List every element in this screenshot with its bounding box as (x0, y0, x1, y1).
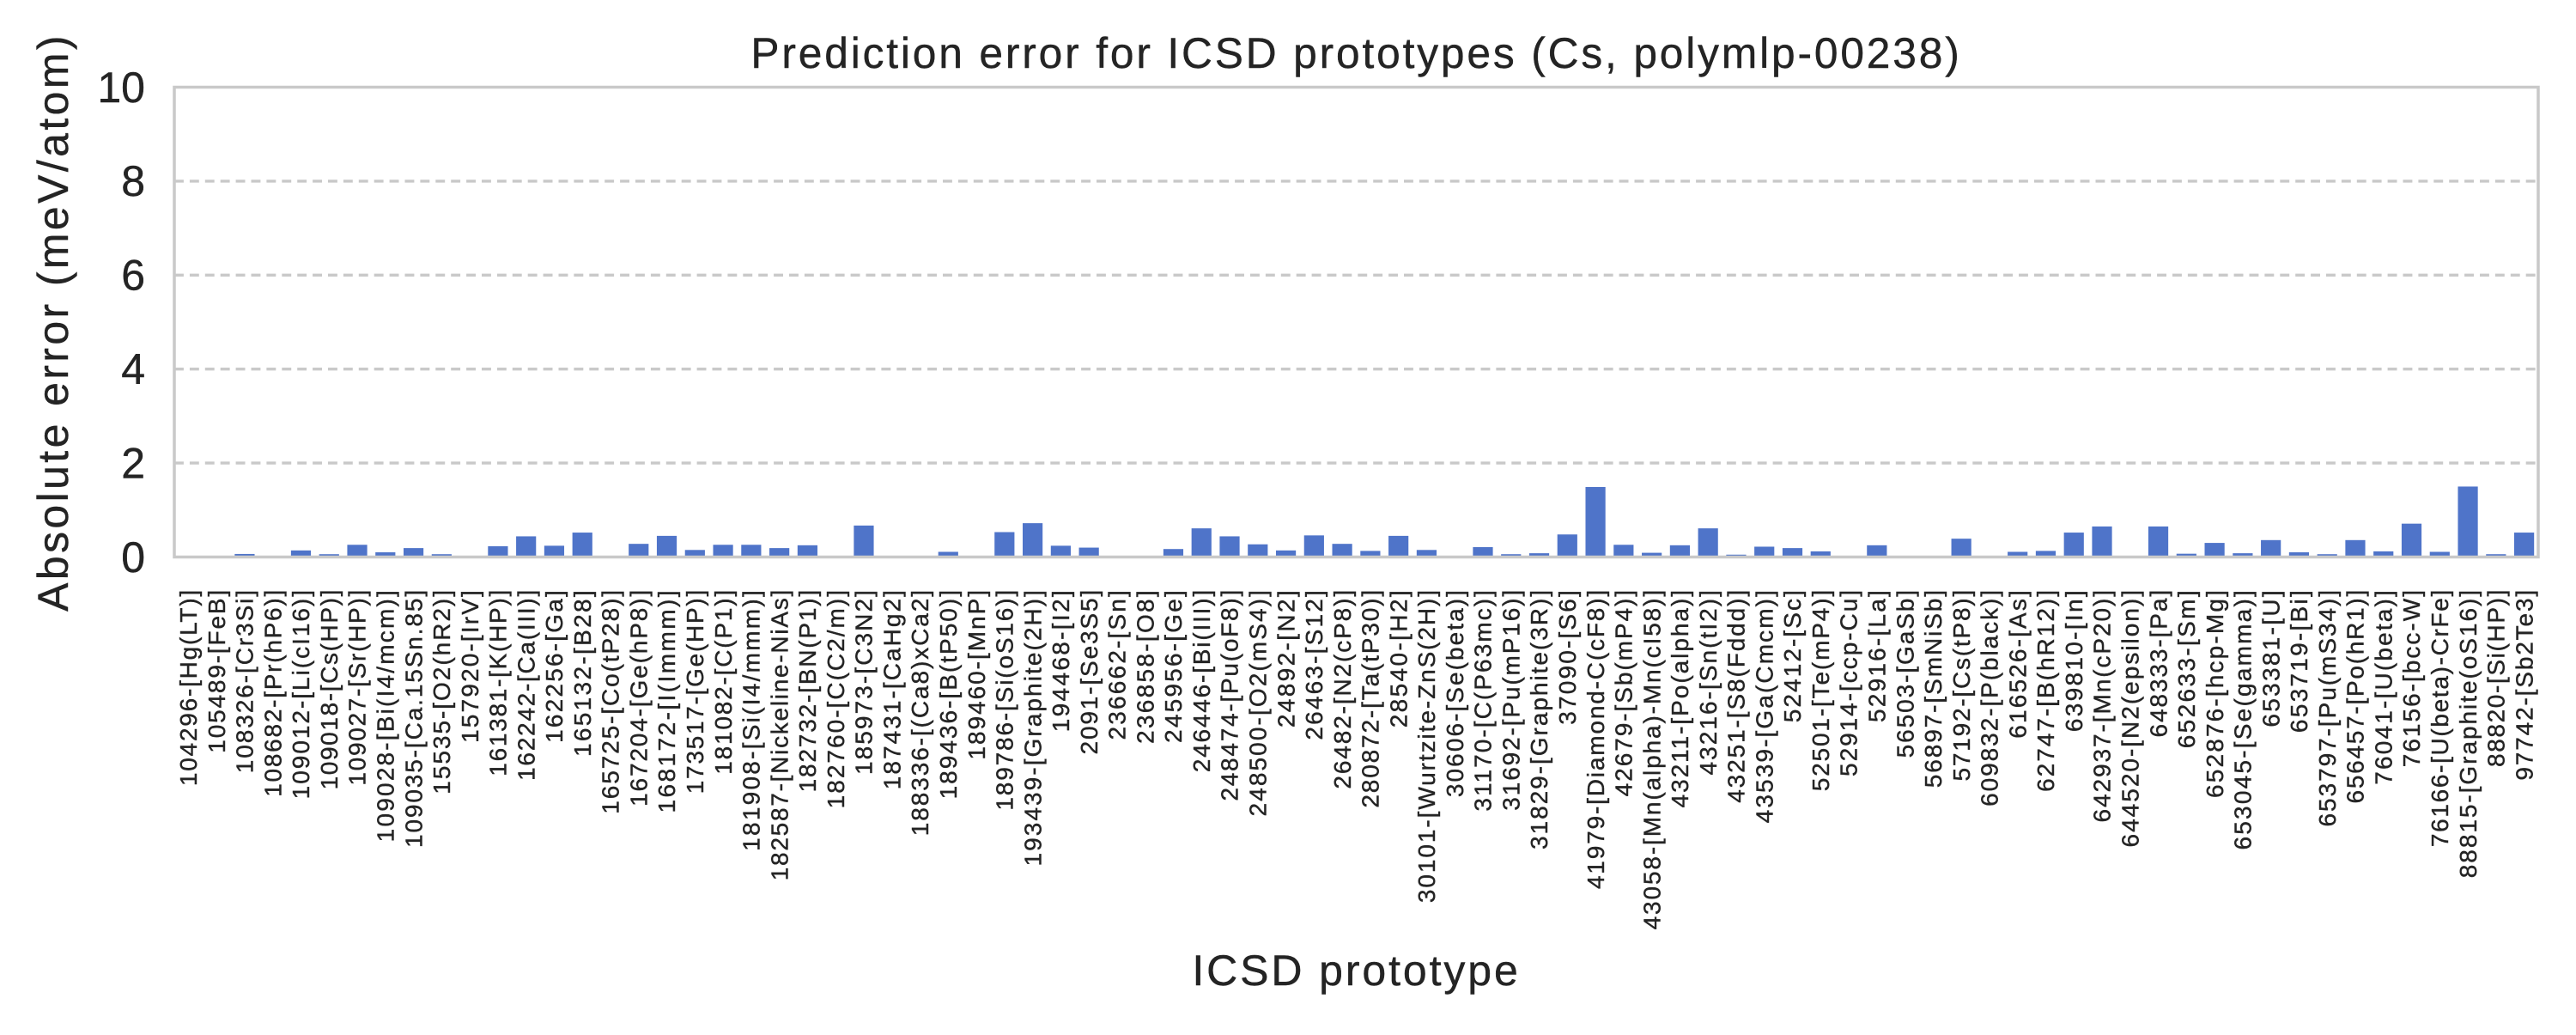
svg-text:43539-[Ga(Cmcm)]: 43539-[Ga(Cmcm)] (1751, 588, 1777, 823)
svg-text:76156-[bcc-W]: 76156-[bcc-W] (2398, 588, 2425, 767)
svg-text:616526-[As]: 616526-[As] (2004, 588, 2031, 739)
svg-text:43251-[S8(Fddd)]: 43251-[S8(Fddd)] (1723, 588, 1750, 803)
svg-text:10: 10 (97, 64, 145, 112)
svg-text:6: 6 (121, 252, 145, 300)
svg-text:52916-[La]: 52916-[La] (1864, 588, 1891, 722)
svg-text:167204-[Ge(hP8)]: 167204-[Ge(hP8)] (625, 588, 652, 807)
svg-text:181082-[C(P1)]: 181082-[C(P1)] (710, 588, 737, 775)
svg-text:653045-[Se(gamma)]: 653045-[Se(gamma)] (2230, 588, 2257, 850)
svg-text:24892-[N2]: 24892-[N2] (1273, 588, 1299, 728)
svg-text:109035-[Ca.15Sn.85]: 109035-[Ca.15Sn.85] (400, 588, 427, 848)
svg-text:165132-[B28]: 165132-[B28] (569, 588, 596, 757)
svg-text:248500-[O2(mS4)]: 248500-[O2(mS4)] (1244, 588, 1271, 817)
svg-text:168172-[I(Immm)]: 168172-[I(Immm)] (653, 588, 680, 813)
svg-text:109028-[Bi(I4/mcm)]: 109028-[Bi(I4/mcm)] (373, 588, 399, 842)
svg-text:194468-[I2]: 194468-[I2] (1048, 588, 1074, 732)
svg-text:108326-[Cr3Si]: 108326-[Cr3Si] (232, 588, 258, 773)
svg-text:Prediction error for ICSD prot: Prediction error for ICSD prototypes (Cs… (750, 29, 1961, 77)
svg-text:76166-[U(beta)-CrFe]: 76166-[U(beta)-CrFe] (2427, 588, 2453, 847)
svg-text:31829-[Graphite(3R)]: 31829-[Graphite(3R)] (1526, 588, 1552, 849)
svg-text:165725-[Co(tP28)]: 165725-[Co(tP28)] (598, 588, 624, 814)
svg-text:97742-[Sb2Te3]: 97742-[Sb2Te3] (2511, 588, 2537, 781)
svg-text:109018-[Cs(HP)]: 109018-[Cs(HP)] (316, 588, 343, 789)
svg-text:42679-[Sb(mP4)]: 42679-[Sb(mP4)] (1611, 588, 1637, 796)
svg-text:2091-[Se3S5]: 2091-[Se3S5] (1076, 588, 1103, 754)
svg-text:15535-[O2(hR2)]: 15535-[O2(hR2)] (428, 588, 455, 795)
svg-text:188336-[(Ca8)xCa2]: 188336-[(Ca8)xCa2] (907, 588, 933, 836)
svg-text:ICSD prototype: ICSD prototype (1192, 947, 1520, 995)
svg-text:52914-[ccp-Cu]: 52914-[ccp-Cu] (1836, 588, 1862, 776)
svg-text:656457-[Po(hR1)]: 656457-[Po(hR1)] (2342, 588, 2369, 803)
svg-text:185973-[C3N2]: 185973-[C3N2] (851, 588, 878, 775)
svg-text:189786-[Si(oS16)]: 189786-[Si(oS16)] (992, 588, 1018, 811)
svg-text:76041-[U(beta)]: 76041-[U(beta)] (2370, 588, 2397, 785)
svg-text:609832-[P(black)]: 609832-[P(black)] (1977, 588, 2003, 807)
svg-text:Absolute error (meV/atom): Absolute error (meV/atom) (29, 33, 77, 612)
svg-text:642937-[Mn(cP20)]: 642937-[Mn(cP20)] (2089, 588, 2116, 822)
svg-text:26463-[S12]: 26463-[S12] (1301, 588, 1327, 740)
svg-text:104296-[Hg(LT)]: 104296-[Hg(LT)] (175, 588, 202, 786)
svg-text:52412-[Sc]: 52412-[Sc] (1779, 588, 1806, 722)
svg-text:187431-[CaHg2]: 187431-[CaHg2] (878, 588, 905, 789)
svg-text:41979-[Diamond-C(cF8)]: 41979-[Diamond-C(cF8)] (1583, 588, 1609, 889)
svg-text:644520-[N2(epsilon)]: 644520-[N2(epsilon)] (2117, 588, 2143, 847)
svg-text:43058-[Mn(alpha)-Mn(cI58)]: 43058-[Mn(alpha)-Mn(cI58)] (1638, 588, 1665, 929)
svg-text:162242-[Ca(III)]: 162242-[Ca(III)] (513, 588, 539, 781)
svg-text:182760-[C(C2/m)]: 182760-[C(C2/m)] (823, 588, 849, 808)
svg-text:105489-[FeB]: 105489-[FeB] (204, 588, 230, 753)
svg-text:248474-[Pu(oF8)]: 248474-[Pu(oF8)] (1217, 588, 1243, 801)
svg-text:28540-[H2]: 28540-[H2] (1385, 588, 1412, 728)
svg-text:26482-[N2(cP8)]: 26482-[N2(cP8)] (1329, 588, 1356, 789)
svg-text:280872-[Ta(tP30)]: 280872-[Ta(tP30)] (1358, 588, 1384, 808)
svg-text:109027-[Sr(HP)]: 109027-[Sr(HP)] (344, 588, 371, 786)
svg-text:4: 4 (121, 345, 145, 393)
svg-text:37090-[S6]: 37090-[S6] (1554, 588, 1581, 725)
svg-text:181908-[Si(I4/mmm)]: 181908-[Si(I4/mmm)] (738, 588, 765, 851)
svg-text:173517-[Ge(HP)]: 173517-[Ge(HP)] (682, 588, 708, 794)
svg-text:109012-[Li(cI16)]: 109012-[Li(cI16)] (288, 588, 314, 799)
svg-text:30606-[Se(beta)]: 30606-[Se(beta)] (1442, 588, 1468, 797)
svg-text:52501-[Te(mP4)]: 52501-[Te(mP4)] (1807, 588, 1834, 791)
svg-text:652633-[Sm]: 652633-[Sm] (2173, 588, 2200, 748)
svg-text:57192-[Cs(tP8)]: 57192-[Cs(tP8)] (1948, 588, 1975, 781)
svg-text:182587-[Nickeline-NiAs]: 182587-[Nickeline-NiAs] (766, 588, 793, 880)
svg-text:157920-[IrV]: 157920-[IrV] (457, 588, 483, 743)
svg-text:189460-[MnP]: 189460-[MnP] (963, 588, 990, 760)
svg-text:43216-[Sn(tI2)]: 43216-[Sn(tI2)] (1695, 588, 1722, 776)
svg-text:648333-[Pa]: 648333-[Pa] (2145, 588, 2172, 738)
svg-text:2: 2 (121, 439, 145, 487)
svg-text:30101-[Wurtzite-ZnS(2H)]: 30101-[Wurtzite-ZnS(2H)] (1413, 588, 1440, 903)
svg-text:88815-[Graphite(oS16)]: 88815-[Graphite(oS16)] (2455, 588, 2482, 878)
svg-text:639810-[In]: 639810-[In] (2061, 588, 2087, 732)
svg-text:0: 0 (121, 533, 145, 581)
svg-text:653719-[Bi]: 653719-[Bi] (2286, 588, 2312, 733)
svg-text:189436-[B(tP50)]: 189436-[B(tP50)] (935, 588, 962, 799)
svg-text:193439-[Graphite(2H)]: 193439-[Graphite(2H)] (1019, 588, 1046, 867)
svg-text:43211-[Po(alpha)]: 43211-[Po(alpha)] (1667, 588, 1693, 807)
svg-text:88820-[Si(HP)]: 88820-[Si(HP)] (2483, 588, 2510, 767)
svg-text:236662-[Sn]: 236662-[Sn] (1104, 588, 1131, 740)
svg-text:161381-[K(HP)]: 161381-[K(HP)] (485, 588, 512, 776)
svg-text:56503-[GaSb]: 56503-[GaSb] (1892, 588, 1918, 758)
svg-text:246446-[Bi(III)]: 246446-[Bi(III)] (1188, 588, 1215, 772)
svg-text:8: 8 (121, 157, 145, 205)
svg-text:31170-[C(P63mc)]: 31170-[C(P63mc)] (1470, 588, 1497, 812)
svg-text:182732-[BN(P1)]: 182732-[BN(P1)] (794, 588, 821, 792)
svg-text:162256-[Ga]: 162256-[Ga] (541, 588, 568, 743)
svg-text:108682-[Pr(hP6)]: 108682-[Pr(hP6)] (259, 588, 286, 797)
svg-text:236858-[O8]: 236858-[O8] (1132, 588, 1158, 744)
svg-text:56897-[SmNiSb]: 56897-[SmNiSb] (1920, 588, 1947, 788)
svg-text:31692-[Pu(mP16)]: 31692-[Pu(mP16)] (1498, 588, 1524, 811)
svg-text:653797-[Pu(mS34)]: 653797-[Pu(mS34)] (2314, 588, 2341, 826)
svg-text:653381-[U]: 653381-[U] (2257, 588, 2284, 728)
svg-text:62747-[B(hR12)]: 62747-[B(hR12)] (2032, 588, 2059, 792)
svg-text:652876-[hcp-Mg]: 652876-[hcp-Mg] (2202, 588, 2228, 798)
svg-text:245956-[Ge]: 245956-[Ge] (1160, 588, 1187, 743)
